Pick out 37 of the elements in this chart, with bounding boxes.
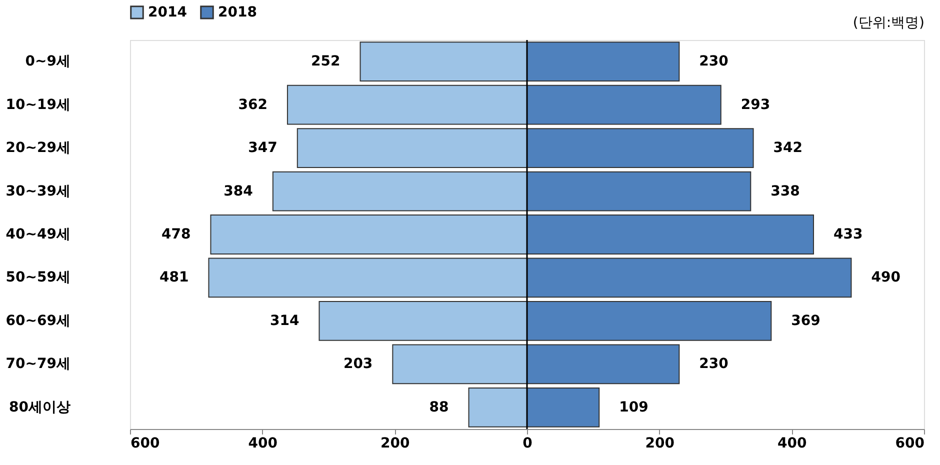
data-label: 342: [773, 140, 803, 156]
x-tick-label: 600: [130, 436, 160, 452]
x-tick-label: 400: [248, 436, 278, 452]
x-tick-label: 200: [645, 436, 675, 452]
x-tick-label: 400: [778, 436, 808, 452]
data-label: 338: [770, 183, 800, 200]
data-label: 109: [619, 399, 648, 416]
y-tick-label: 80세이상: [9, 399, 70, 416]
data-label: 369: [791, 312, 820, 329]
y-tick-label: 0~9세: [25, 54, 70, 70]
data-label: 490: [871, 270, 901, 286]
data-label: 384: [224, 183, 254, 200]
y-tick-label: 70~79세: [6, 356, 70, 372]
data-label: 347: [248, 140, 278, 156]
y-tick-label: 50~59세: [6, 270, 70, 286]
x-tick-label: 0: [522, 436, 533, 452]
text: (단위:백명): [852, 15, 924, 31]
legend-label: 2018: [218, 4, 257, 20]
data-label: 230: [699, 356, 729, 372]
y-tick-label: 10~19세: [6, 96, 70, 113]
y-tick-label: 20~29세: [6, 140, 70, 156]
data-label: 252: [311, 54, 340, 70]
x-tick-label: 200: [380, 436, 410, 452]
data-label: 433: [834, 226, 863, 242]
data-label: 293: [740, 96, 770, 113]
data-label: 481: [160, 270, 189, 286]
data-label: 362: [238, 96, 268, 113]
y-tick-label: 40~49세: [6, 226, 70, 242]
data-label: 314: [270, 312, 300, 329]
data-label: 203: [343, 356, 373, 372]
data-label: 478: [161, 226, 191, 242]
y-tick-label: 60~69세: [6, 312, 70, 329]
x-tick-label: 600: [895, 436, 925, 452]
y-tick-label: 30~39세: [6, 183, 70, 200]
data-label: 88: [429, 399, 449, 416]
data-label: 230: [699, 54, 729, 70]
legend-label: 2014: [148, 4, 188, 20]
